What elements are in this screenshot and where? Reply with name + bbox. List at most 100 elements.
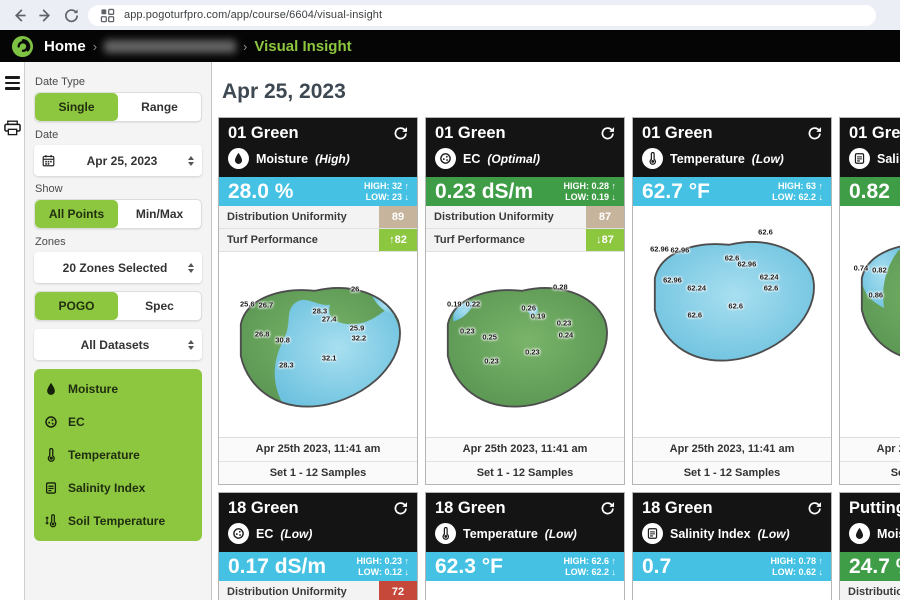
date-picker[interactable]: Apr 25, 2023 <box>34 145 202 176</box>
metric-value: 0.82 <box>849 179 890 203</box>
temperature-icon <box>642 148 663 169</box>
high-low: HIGH: 63 ↑ LOW: 62.2 ↓ <box>772 180 824 202</box>
sample-point-value: 62.6 <box>724 253 740 262</box>
metric-status: (Low) <box>757 526 790 541</box>
metric-name: Temperature <box>463 526 538 541</box>
refresh-icon[interactable] <box>807 501 822 516</box>
metric-name: EC <box>463 151 481 166</box>
calendar-icon <box>42 154 56 168</box>
sample-point-value: 0.86 <box>868 290 884 300</box>
print-icon[interactable] <box>3 120 21 141</box>
metric-name: Salinity Index <box>877 151 900 166</box>
arrow-up-icon: ↑ <box>611 180 617 191</box>
sample-point-value: 27.4 <box>321 314 337 323</box>
card-title: 01 Green <box>642 124 713 142</box>
metric-status: (Low) <box>751 151 784 166</box>
sample-point-value: 28.3 <box>279 360 294 370</box>
reload-icon[interactable] <box>62 6 80 24</box>
high-low: HIGH: 0.78 ↑ LOW: 0.62 ↓ <box>770 555 824 577</box>
refresh-icon[interactable] <box>393 126 408 141</box>
metric-row-label: Distribution Uniformity <box>848 586 900 598</box>
sample-point-value: 0.28 <box>553 282 568 292</box>
card-header: 18 Green Temperature (Low) <box>426 493 624 552</box>
zone-card: 01 Green Moisture (High) 28.0 % HIGH: 32… <box>218 117 418 485</box>
sample-timestamp: Apr 25th 2023, 11:41 am <box>876 443 900 455</box>
sidebar-item-ec[interactable]: EC <box>44 415 192 429</box>
metric-row-label: Turf Performance <box>227 234 318 246</box>
datasets-select[interactable]: All Datasets <box>34 329 202 360</box>
arrow-up-icon: ↑ <box>404 180 410 191</box>
refresh-icon[interactable] <box>807 126 822 141</box>
moisture-icon <box>44 382 58 396</box>
card-header: 18 Green EC (Low) <box>219 493 417 552</box>
arrow-up-icon: ↑ <box>404 555 410 566</box>
show-min-max-button[interactable]: Min/Max <box>135 207 184 221</box>
breadcrumb-page: Visual Insight <box>254 37 352 55</box>
soil-temperature-icon <box>44 514 58 528</box>
zone-map <box>426 581 624 600</box>
url-bar[interactable]: app.pogoturfpro.com/app/course/6604/visu… <box>88 4 876 26</box>
zone-card: Putting Green Moisture 24.7 % ↑ ↓ Distri… <box>839 492 900 600</box>
metric-name: Moisture <box>256 151 309 166</box>
sample-point-value: 0.74 <box>853 263 869 273</box>
date-label: Date <box>35 129 59 141</box>
mode-pogo-button[interactable]: POGO <box>35 292 118 320</box>
zone-map: 62.6 62.96 62.96 62.6 62.96 62.24 62.6 62.96 62.… <box>633 206 831 437</box>
sample-point-value: 62.6 <box>758 227 773 237</box>
metric-status: (Low) <box>280 526 313 541</box>
temperature-icon <box>435 523 456 544</box>
date-type-single-button[interactable]: Single <box>35 93 118 121</box>
card-title: 18 Green <box>228 499 299 517</box>
sample-point-value: 32.2 <box>351 333 367 343</box>
high-low: HIGH: 0.23 ↑ LOW: 0.12 ↓ <box>356 555 410 577</box>
refresh-icon[interactable] <box>600 126 615 141</box>
arrow-up-icon: ↑ <box>818 555 824 566</box>
card-footer: Apr 25th 2023, 11:41 am Set 1 - 12 Sampl… <box>426 437 624 484</box>
date-type-label: Date Type <box>35 76 85 88</box>
sample-point-value: 62.96 <box>670 245 690 255</box>
sample-point-value: 0.23 <box>484 356 499 365</box>
zone-map: 26 25.6 26.7 28.3 27.4 25.9 32.2 26.8 30.8 32.1 28… <box>219 252 417 437</box>
forward-icon[interactable] <box>36 6 54 24</box>
show-all-points-button[interactable]: All Points <box>35 200 118 228</box>
refresh-icon[interactable] <box>600 501 615 516</box>
breadcrumb-separator: › <box>243 38 248 54</box>
arrow-up-icon: ↑ <box>818 180 824 191</box>
sample-point-value: 62.96 <box>650 244 669 253</box>
sample-point-value: 0.19 <box>447 299 462 308</box>
select-arrows-icon <box>188 155 194 166</box>
zones-label: Zones <box>35 236 66 248</box>
pogo-logo-icon[interactable] <box>11 35 34 58</box>
breadcrumb-separator: › <box>92 38 98 54</box>
card-header: 01 Green Salinity Index <box>840 118 900 177</box>
metric-value: 62.3 °F <box>435 554 503 578</box>
zones-select[interactable]: 20 Zones Selected <box>34 252 202 283</box>
value-band: 0.82 ↑ ↓ <box>840 177 900 206</box>
card-title: 18 Green <box>435 499 506 517</box>
card-title: 18 Green <box>642 499 713 517</box>
show-toggle: All Points Min/Max <box>34 199 202 229</box>
card-header: 01 Green Temperature (Low) <box>633 118 831 177</box>
zone-card: 01 Green EC (Optimal) 0.23 dS/m HIGH: 0.… <box>425 117 625 485</box>
sidebar-item-salinity[interactable]: Salinity Index <box>44 481 192 495</box>
date-type-range-button[interactable]: Range <box>141 100 178 114</box>
sidebar-item-soil-temperature[interactable]: Soil Temperature <box>44 514 192 528</box>
refresh-icon[interactable] <box>393 501 408 516</box>
breadcrumb-home[interactable]: Home <box>44 37 86 55</box>
metric-status: (Low) <box>544 526 577 541</box>
card-title: 01 Green <box>435 124 506 142</box>
metric-row-label: Turf Performance <box>434 234 525 246</box>
mode-spec-button[interactable]: Spec <box>145 299 174 313</box>
sidebar-item-moisture[interactable]: Moisture <box>44 382 192 396</box>
card-header: Putting Green Moisture <box>840 493 900 552</box>
menu-icon[interactable] <box>4 76 20 90</box>
card-footer: Apr 25th 2023, 11:41 am Set 1 - 12 Sampl… <box>840 437 900 484</box>
sample-point-value: 0.22 <box>465 299 481 308</box>
salinity-icon <box>642 523 663 544</box>
sample-point-value: 0.25 <box>482 332 497 341</box>
back-icon[interactable] <box>10 6 28 24</box>
metric-name: Moisture <box>877 526 900 541</box>
sidebar-item-temperature[interactable]: Temperature <box>44 447 192 462</box>
breadcrumb-course-name-redacted[interactable] <box>104 39 237 53</box>
tab-groups-icon[interactable] <box>98 6 116 24</box>
